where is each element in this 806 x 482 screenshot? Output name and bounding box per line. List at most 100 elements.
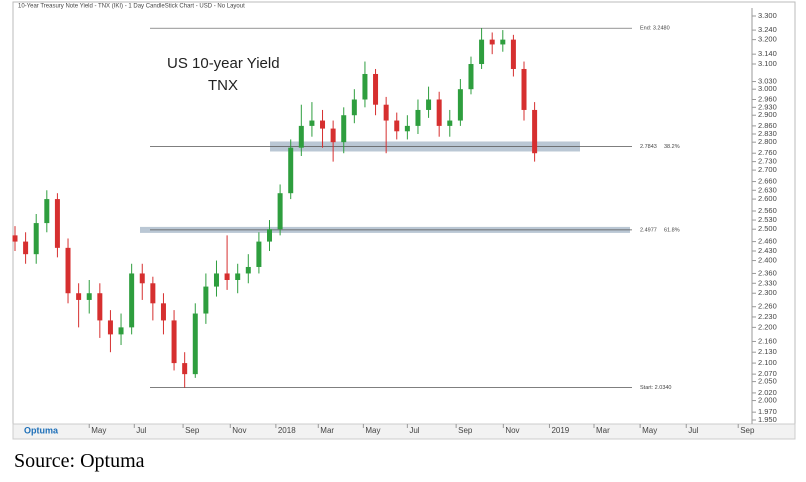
y-tick-label: 2.800 xyxy=(758,137,777,146)
x-tick-label: May xyxy=(91,426,106,435)
level-label: End: 3.2480 xyxy=(640,26,670,32)
y-tick-label: 2.020 xyxy=(758,388,777,397)
y-tick-label: 2.700 xyxy=(758,165,777,174)
y-tick-label: 2.330 xyxy=(758,278,777,287)
chart-frame xyxy=(12,1,796,440)
level-ratio: 38.2% xyxy=(664,144,680,150)
x-tick-label: Jul xyxy=(688,426,698,435)
y-tick-label: 3.240 xyxy=(758,25,777,34)
x-tick-label: Jul xyxy=(136,426,146,435)
x-tick-label: Nov xyxy=(505,426,519,435)
x-tick-label: May xyxy=(642,426,657,435)
y-tick-label: 2.400 xyxy=(758,256,777,265)
y-tick-label: 2.500 xyxy=(758,224,777,233)
candle-body xyxy=(23,241,29,255)
y-tick-label: 2.630 xyxy=(758,185,777,194)
candle-body xyxy=(65,247,71,294)
y-tick-label: 2.930 xyxy=(758,102,777,111)
y-tick-label: 2.660 xyxy=(758,177,777,186)
candle-body xyxy=(394,120,400,132)
y-tick-label: 3.140 xyxy=(758,49,777,58)
candle-body xyxy=(468,64,474,90)
x-tick-label: 2019 xyxy=(551,426,569,435)
candle-body xyxy=(288,147,294,194)
y-tick-label: 2.860 xyxy=(758,121,777,130)
candle-body xyxy=(426,99,432,110)
y-tick-label: 2.070 xyxy=(758,369,777,378)
candle-body xyxy=(213,273,219,287)
y-tick-label: 2.230 xyxy=(758,312,777,321)
y-tick-label: 3.200 xyxy=(758,35,777,44)
chart: 10-Year Treasury Note Yield - TNX (IKI) … xyxy=(12,1,796,440)
y-tick-label: 3.100 xyxy=(758,59,777,68)
y-tick-label: 2.200 xyxy=(758,322,777,331)
y-tick-label: 2.260 xyxy=(758,302,777,311)
candle-body xyxy=(479,39,485,65)
candle-body xyxy=(457,89,463,121)
candle-body xyxy=(383,104,389,121)
candle-body xyxy=(139,273,145,284)
y-tick-label: 2.730 xyxy=(758,157,777,166)
candle-body xyxy=(447,120,453,126)
x-axis-strip xyxy=(12,423,796,440)
source-note: Source: Optuma xyxy=(14,450,145,472)
y-tick-label: 2.000 xyxy=(758,396,777,405)
chart-header: 10-Year Treasury Note Yield - TNX (IKI) … xyxy=(18,4,245,10)
level-label: 2.7843 xyxy=(640,144,657,150)
level-ratio: 61.8% xyxy=(664,227,680,233)
candle-body xyxy=(182,363,188,375)
candle-body xyxy=(436,99,442,126)
candle-body xyxy=(33,223,39,255)
candle-body xyxy=(330,128,336,143)
y-tick-label: 2.160 xyxy=(758,336,777,345)
y-tick-label: 2.430 xyxy=(758,246,777,255)
x-tick-label: Nov xyxy=(232,426,246,435)
y-tick-label: 2.830 xyxy=(758,129,777,138)
candle-body xyxy=(277,193,283,230)
candle-body xyxy=(54,199,60,248)
candle-body xyxy=(129,273,135,328)
y-tick-label: 2.760 xyxy=(758,148,777,157)
candle-body xyxy=(192,313,198,375)
x-tick-label: Mar xyxy=(596,426,610,435)
y-tick-label: 2.300 xyxy=(758,288,777,297)
candle-body xyxy=(373,73,379,105)
x-tick-label: Jul xyxy=(409,426,419,435)
candle-body xyxy=(150,283,156,304)
candle-body xyxy=(97,293,103,321)
candle-body xyxy=(171,320,177,364)
logo: Optuma xyxy=(24,425,59,435)
chart-title: US 10-year Yield xyxy=(167,55,280,72)
candle-body xyxy=(351,99,357,116)
candle-body xyxy=(12,235,18,242)
y-tick-label: 1.950 xyxy=(758,415,777,424)
candle-body xyxy=(309,120,315,126)
y-tick-label: 2.960 xyxy=(758,94,777,103)
y-tick-label: 2.100 xyxy=(758,358,777,367)
y-tick-label: 3.000 xyxy=(758,84,777,93)
y-tick-label: 2.360 xyxy=(758,268,777,277)
candle-body xyxy=(510,39,516,69)
x-tick-label: 2018 xyxy=(278,426,296,435)
candle-body xyxy=(203,286,209,314)
candle-body xyxy=(245,266,251,274)
candle-body xyxy=(341,115,347,143)
level-label: 2.4977 xyxy=(640,227,657,233)
y-tick-label: 2.900 xyxy=(758,110,777,119)
x-tick-label: Sep xyxy=(458,426,473,435)
x-tick-label: Sep xyxy=(740,426,755,435)
candle-body xyxy=(224,273,230,280)
y-tick-label: 2.560 xyxy=(758,206,777,215)
y-tick-label: 2.130 xyxy=(758,347,777,356)
y-tick-label: 1.970 xyxy=(758,407,777,416)
candle-body xyxy=(160,303,166,321)
y-tick-label: 3.300 xyxy=(758,11,777,20)
chart-subtitle: TNX xyxy=(208,77,238,94)
candle-body xyxy=(415,109,421,126)
candle-body xyxy=(532,109,538,154)
y-tick-label: 2.600 xyxy=(758,194,777,203)
candle-body xyxy=(267,229,273,242)
x-tick-label: Mar xyxy=(320,426,334,435)
candle-body xyxy=(76,293,82,300)
